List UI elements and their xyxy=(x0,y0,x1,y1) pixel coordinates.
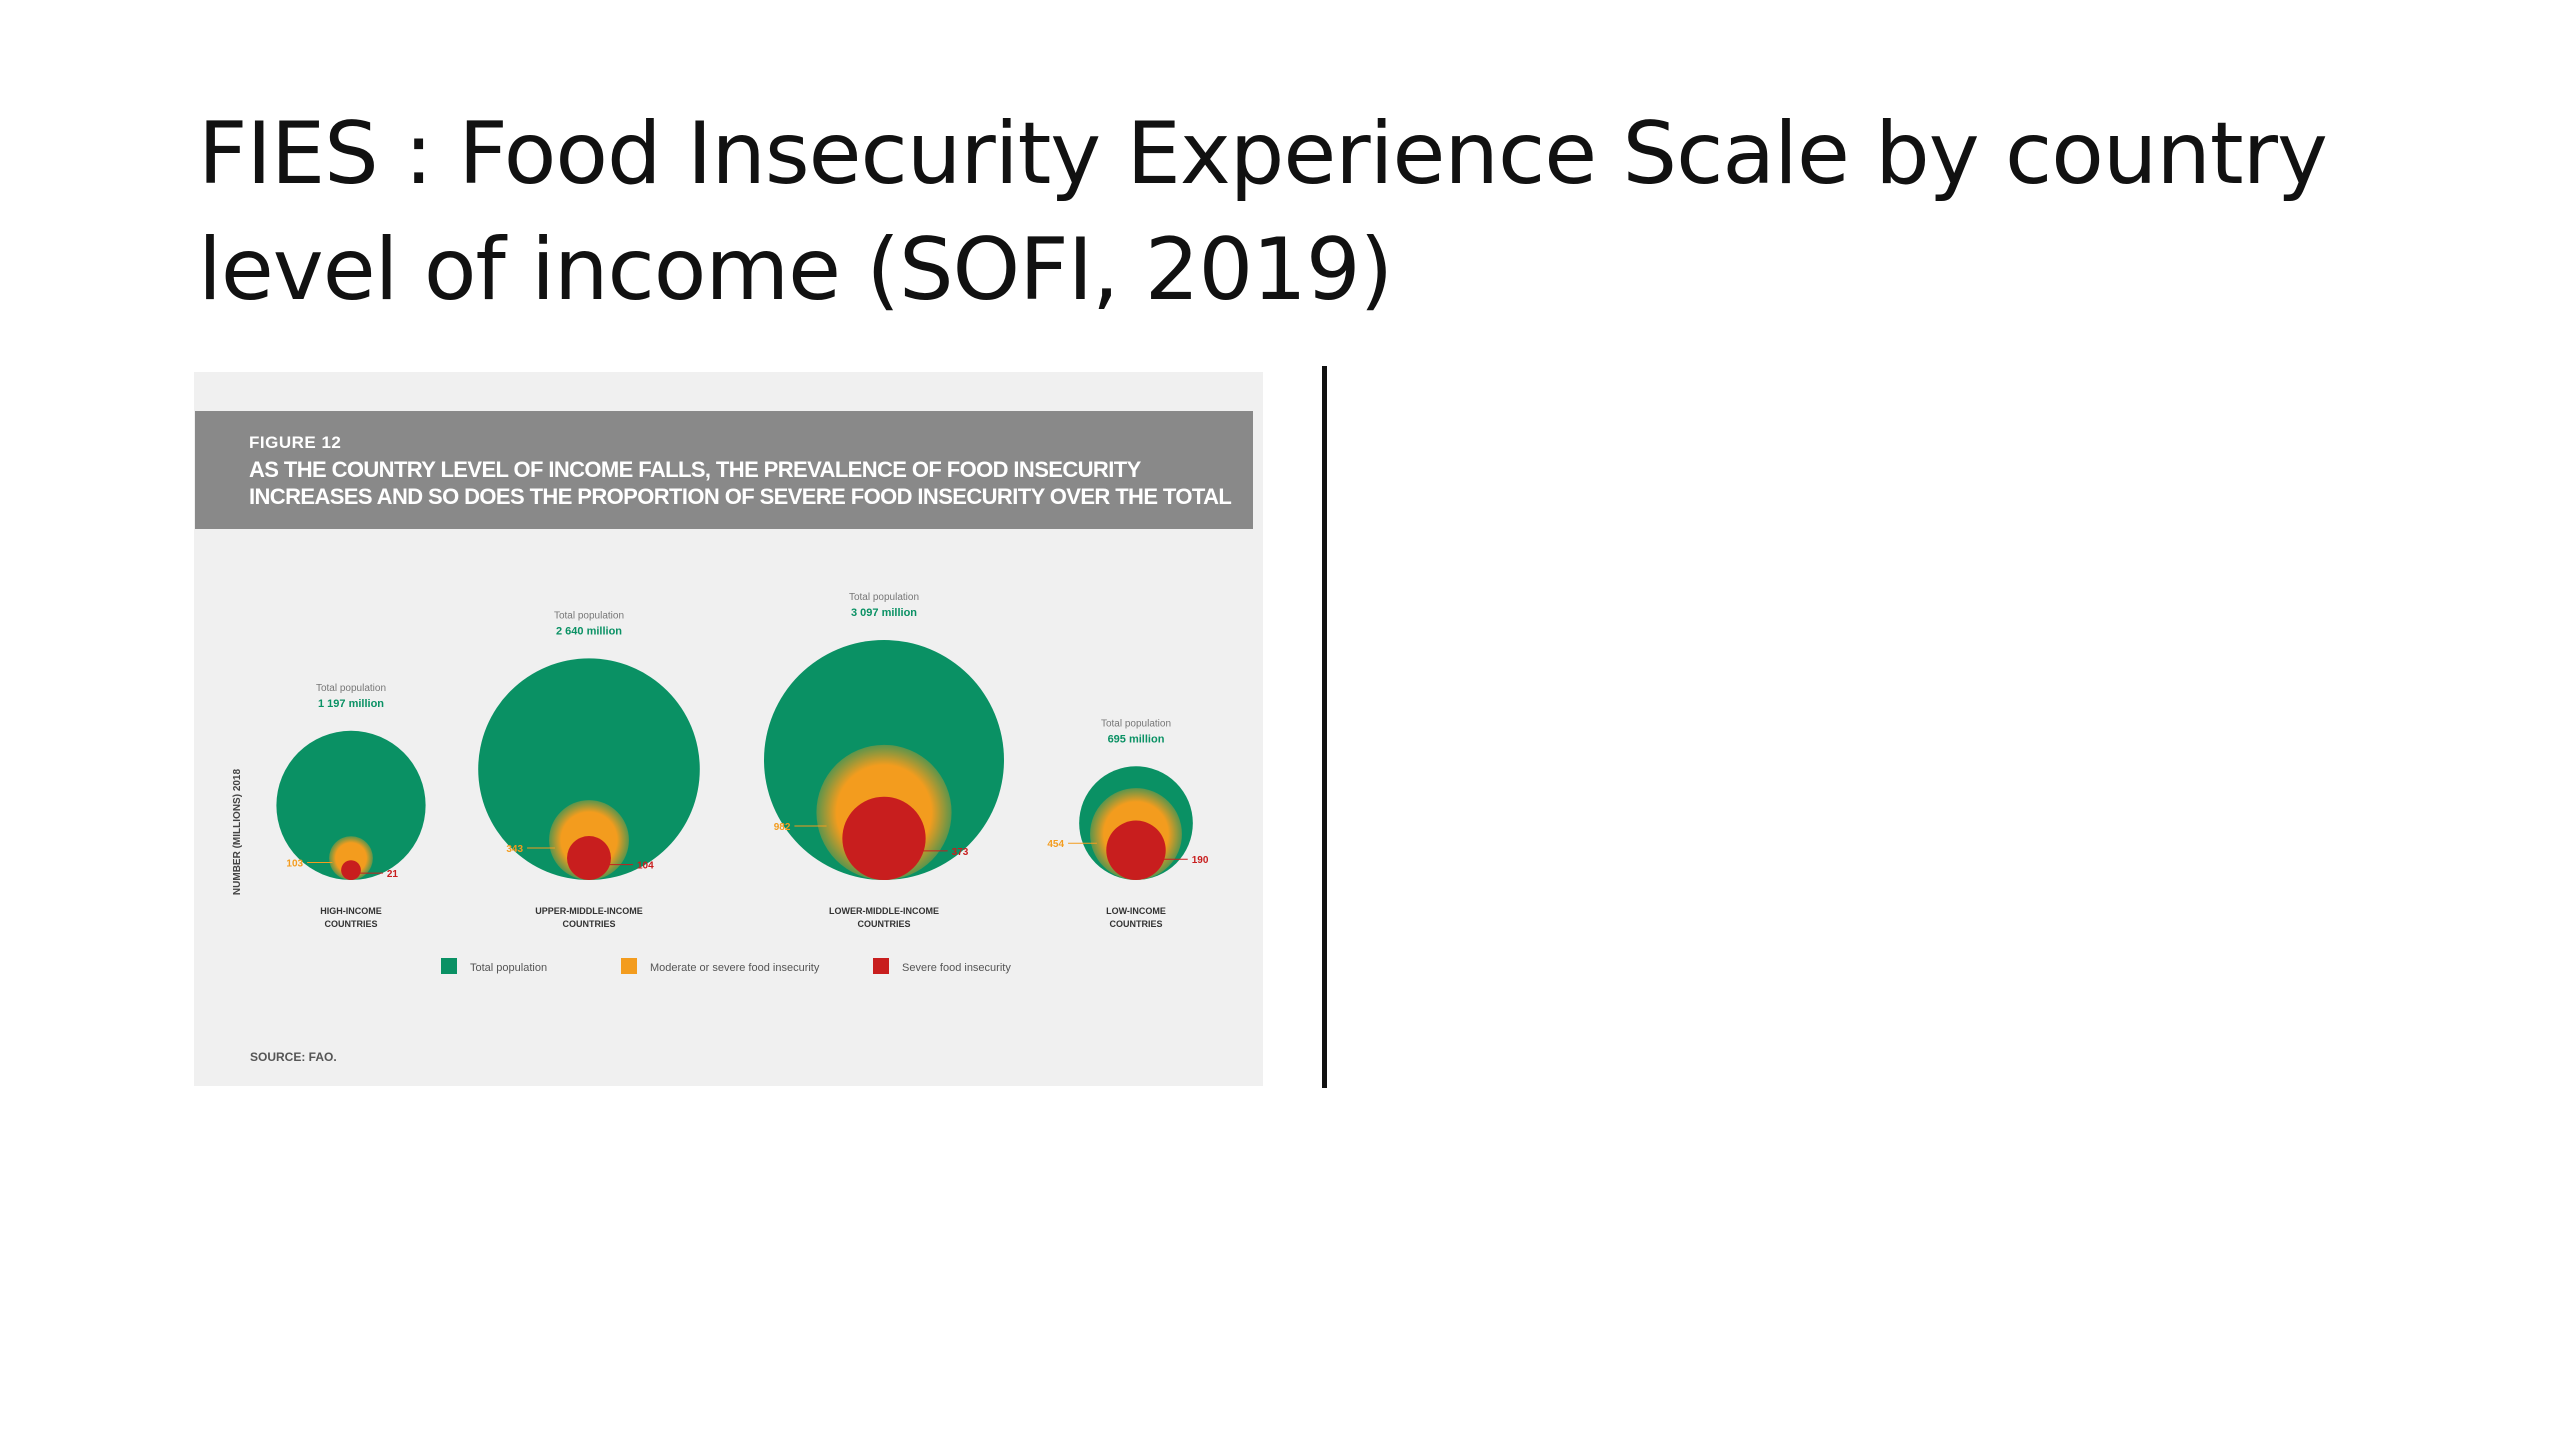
data-label-severe-lower-middle-income: 373 xyxy=(952,847,969,858)
bubble-severe-low-income xyxy=(1106,820,1166,880)
data-label-moderate-lower-middle-income: 982 xyxy=(774,822,791,833)
data-label-moderate-upper-middle-income: 343 xyxy=(506,844,523,855)
data-label-severe-high-income: 21 xyxy=(387,869,399,880)
total-label-high-income: Total population xyxy=(316,683,386,694)
category-label-high-income-line-2: COUNTRIES xyxy=(324,919,377,929)
category-label-high-income-line-1: HIGH-INCOME xyxy=(320,906,382,916)
category-label-low-income-line-2: COUNTRIES xyxy=(1109,919,1162,929)
figure-header-banner: FIGURE 12 AS THE COUNTRY LEVEL OF INCOME… xyxy=(195,411,1253,529)
total-label-upper-middle-income: Total population xyxy=(554,610,624,621)
legend-swatch-severe xyxy=(873,958,889,974)
slide-title: FIES : Food Insecurity Experience Scale … xyxy=(198,96,2448,328)
category-label-low-income-line-1: LOW-INCOME xyxy=(1106,906,1166,916)
total-label-low-income: Total population xyxy=(1101,718,1171,729)
data-label-severe-low-income: 190 xyxy=(1192,855,1209,866)
legend-label-total: Total population xyxy=(470,962,547,974)
figure-number: FIGURE 12 xyxy=(249,433,342,452)
total-value-low-income: 695 million xyxy=(1108,733,1165,745)
category-label-upper-middle-income-line-2: COUNTRIES xyxy=(562,919,615,929)
total-label-lower-middle-income: Total population xyxy=(849,592,919,603)
bubble-severe-lower-middle-income xyxy=(842,796,926,880)
category-label-upper-middle-income-line-1: UPPER-MIDDLE-INCOME xyxy=(535,906,643,916)
figure-12-image: FIGURE 12 AS THE COUNTRY LEVEL OF INCOME… xyxy=(194,372,1263,1086)
category-label-lower-middle-income-line-2: COUNTRIES xyxy=(857,919,910,929)
figure-source: SOURCE: FAO. xyxy=(250,1050,337,1064)
total-value-upper-middle-income: 2 640 million xyxy=(556,625,622,637)
data-label-moderate-low-income: 454 xyxy=(1047,839,1064,850)
bubble-severe-high-income xyxy=(341,860,361,880)
legend-label-severe: Severe food insecurity xyxy=(902,962,1011,974)
total-value-lower-middle-income: 3 097 million xyxy=(851,607,917,619)
legend-swatch-total xyxy=(441,958,457,974)
bubble-total-upper-middle-income xyxy=(478,658,700,880)
y-axis-label: NUMBER (MILLIONS) 2018 xyxy=(232,769,243,896)
figure-caption-line-2: INCREASES AND SO DOES THE PROPORTION OF … xyxy=(249,484,1232,509)
vertical-divider-line xyxy=(1322,366,1327,1088)
total-value-high-income: 1 197 million xyxy=(318,698,384,710)
figure-caption: AS THE COUNTRY LEVEL OF INCOME FALLS, TH… xyxy=(249,456,1239,510)
bubble-total-high-income xyxy=(276,730,426,880)
category-label-lower-middle-income-line-1: LOWER-MIDDLE-INCOME xyxy=(829,906,939,916)
figure-caption-line-1: AS THE COUNTRY LEVEL OF INCOME FALLS, TH… xyxy=(249,457,1141,482)
data-label-moderate-high-income: 103 xyxy=(286,858,303,869)
slide-title-line-1: FIES : Food Insecurity Experience Scale … xyxy=(198,104,2328,204)
data-label-severe-upper-middle-income: 104 xyxy=(637,861,654,872)
slide-title-line-2: level of income (SOFI, 2019) xyxy=(198,220,1393,320)
bubble-chart: NUMBER (MILLIONS) 2018 Total population … xyxy=(232,592,1209,1064)
legend-swatch-moderate xyxy=(621,958,637,974)
bubble-moderate-high-income xyxy=(329,836,373,880)
legend-label-moderate: Moderate or severe food insecurity xyxy=(650,962,820,974)
bubble-severe-upper-middle-income xyxy=(567,836,611,880)
